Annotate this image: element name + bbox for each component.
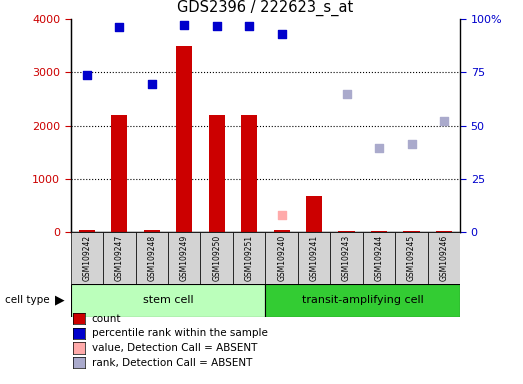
Bar	[168, 232, 200, 284]
Bar	[363, 232, 395, 284]
Text: GSM109241: GSM109241	[310, 235, 319, 281]
Bar	[111, 115, 128, 232]
Point	[343, 91, 351, 97]
Bar	[209, 115, 225, 232]
Bar	[306, 196, 322, 232]
Bar	[233, 232, 266, 284]
Bar	[200, 232, 233, 284]
Text: value, Detection Call = ABSENT: value, Detection Call = ABSENT	[92, 343, 257, 353]
Bar	[71, 284, 266, 317]
Text: GSM109248: GSM109248	[147, 235, 156, 281]
Point	[440, 118, 448, 124]
Point	[278, 212, 286, 218]
Bar	[331, 232, 363, 284]
Bar	[403, 231, 419, 232]
Point	[407, 141, 416, 147]
Text: GSM109245: GSM109245	[407, 235, 416, 281]
Text: GSM109246: GSM109246	[439, 235, 449, 281]
Text: GSM109250: GSM109250	[212, 235, 221, 281]
Text: GSM109249: GSM109249	[180, 235, 189, 281]
Point	[245, 23, 253, 29]
Point	[212, 23, 221, 29]
Text: GSM109243: GSM109243	[342, 235, 351, 281]
Point	[83, 72, 91, 78]
Text: ▶: ▶	[55, 294, 65, 307]
Text: rank, Detection Call = ABSENT: rank, Detection Call = ABSENT	[92, 358, 252, 367]
Point	[147, 81, 156, 87]
Bar	[135, 232, 168, 284]
Text: GSM109240: GSM109240	[277, 235, 286, 281]
Bar	[103, 232, 135, 284]
Point	[375, 145, 383, 151]
Bar	[266, 232, 298, 284]
Bar	[144, 230, 160, 232]
Bar	[371, 231, 387, 232]
Bar	[338, 231, 355, 232]
Text: GSM109247: GSM109247	[115, 235, 124, 281]
Bar	[71, 232, 103, 284]
Bar	[428, 232, 460, 284]
Bar	[298, 232, 331, 284]
Point	[115, 24, 123, 30]
Text: transit-amplifying cell: transit-amplifying cell	[302, 295, 424, 306]
Bar	[241, 115, 257, 232]
Bar	[266, 284, 460, 317]
Text: GSM109242: GSM109242	[82, 235, 92, 281]
Text: cell type: cell type	[5, 295, 50, 305]
Bar	[176, 46, 192, 232]
Text: percentile rank within the sample: percentile rank within the sample	[92, 328, 267, 338]
Title: GDS2396 / 222623_s_at: GDS2396 / 222623_s_at	[177, 0, 354, 17]
Bar	[395, 232, 428, 284]
Text: GSM109244: GSM109244	[374, 235, 383, 281]
Point	[180, 22, 188, 28]
Bar	[79, 230, 95, 232]
Text: count: count	[92, 314, 121, 324]
Bar	[436, 231, 452, 232]
Bar	[274, 230, 290, 232]
Text: GSM109251: GSM109251	[245, 235, 254, 281]
Point	[278, 30, 286, 36]
Text: stem cell: stem cell	[143, 295, 194, 306]
